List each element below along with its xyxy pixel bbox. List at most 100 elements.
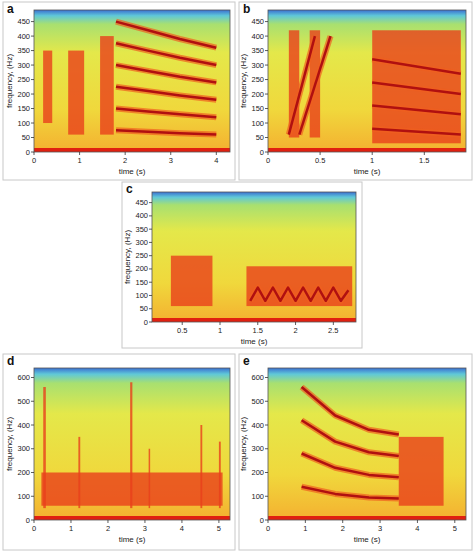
y-tick: [31, 152, 34, 153]
contour-halo: [250, 288, 348, 301]
contour-halo: [116, 22, 216, 48]
x-tick: [380, 520, 381, 523]
y-axis-label: frequency, (Hz): [239, 417, 248, 471]
x-tick-label: 3: [169, 156, 173, 165]
y-tick: [31, 50, 34, 51]
y-tick-label: 100: [251, 492, 264, 501]
x-tick: [107, 520, 108, 523]
y-tick: [265, 21, 268, 22]
y-tick: [265, 108, 268, 109]
y-tick: [31, 472, 34, 473]
x-tick-label: 1: [69, 524, 73, 533]
tonal-contour: [116, 87, 216, 100]
x-tick: [70, 520, 71, 523]
x-axis-label: time (s): [241, 337, 268, 346]
energy-region: [68, 51, 84, 135]
tonal-contour: [116, 22, 216, 48]
x-tick-label: 1: [303, 524, 307, 533]
panel-label: e: [243, 354, 250, 368]
x-tick-label: 5: [453, 524, 457, 533]
x-tick-label: 4: [415, 524, 419, 533]
y-tick-label: 200: [251, 468, 264, 477]
panel: 0100200300400500600012345time (s)frequen…: [3, 354, 235, 550]
y-tick: [265, 79, 268, 80]
y-tick: [149, 322, 152, 323]
energy-region: [130, 382, 132, 508]
y-tick: [265, 377, 268, 378]
tonal-contour: [372, 129, 461, 135]
panel-frame: [3, 2, 235, 180]
energy-region: [246, 266, 352, 306]
marks: [289, 30, 461, 143]
energy-region: [149, 449, 151, 508]
panel-frame: [239, 2, 472, 180]
x-tick-label: 4: [180, 524, 184, 533]
contour-halo: [372, 82, 461, 94]
tonal-contour: [372, 59, 461, 74]
y-tick: [31, 448, 34, 449]
plot-frame: [268, 10, 466, 152]
y-tick-label: 150: [17, 104, 30, 113]
y-tick: [31, 79, 34, 80]
x-tick: [454, 520, 455, 523]
x-tick: [372, 152, 373, 155]
y-axis-label: frequency, (Hz): [239, 54, 248, 108]
x-tick: [268, 520, 269, 523]
y-tick-label: 350: [251, 46, 264, 55]
x-tick-label: 3: [143, 524, 147, 533]
y-tick: [265, 496, 268, 497]
y-tick: [265, 152, 268, 153]
y-tick: [149, 268, 152, 269]
y-tick: [31, 123, 34, 124]
plot-frame: [152, 192, 356, 322]
y-tick-label: 500: [17, 397, 30, 406]
y-tick-label: 300: [17, 61, 30, 70]
panel: 0100200300400500600012345time (s)frequen…: [239, 354, 472, 550]
y-tick-label: 200: [17, 468, 30, 477]
x-tick-label: 0: [32, 156, 36, 165]
y-tick-label: 50: [22, 133, 30, 142]
y-tick-label: 250: [135, 251, 148, 260]
contour-halo: [372, 59, 461, 74]
tonal-contour: [302, 487, 399, 499]
x-tick: [295, 322, 296, 325]
figure: 05010015020025030035040045001234time (s)…: [0, 0, 474, 553]
x-tick-label: 4: [214, 156, 218, 165]
x-tick-label: 1: [370, 156, 374, 165]
y-tick-label: 400: [135, 211, 148, 220]
marks: [171, 256, 352, 306]
energy-region: [43, 387, 46, 508]
plot-frame: [34, 10, 230, 152]
marks: [41, 382, 222, 508]
y-tick: [31, 65, 34, 66]
y-tick-label: 250: [17, 75, 30, 84]
plot-background: [268, 368, 466, 520]
panel: 05010015020025030035040045000.511.5time …: [239, 2, 472, 180]
y-tick: [265, 472, 268, 473]
x-tick-label: 0: [32, 524, 36, 533]
y-tick: [31, 94, 34, 95]
x-tick-label: 0.5: [315, 156, 325, 165]
panel: 05010015020025030035040045001234time (s)…: [3, 2, 235, 180]
y-tick-label: 300: [17, 444, 30, 453]
y-tick-label: 0: [144, 318, 148, 327]
baseline-band: [152, 318, 356, 322]
tonal-contour: [302, 387, 399, 435]
y-tick: [265, 448, 268, 449]
panel-label: b: [243, 2, 250, 16]
y-tick: [149, 242, 152, 243]
y-tick-label: 50: [140, 304, 148, 313]
y-tick-label: 600: [251, 373, 264, 382]
x-tick: [342, 520, 343, 523]
y-tick-label: 350: [17, 46, 30, 55]
contour-halo: [302, 487, 399, 499]
x-tick-label: 2: [293, 326, 297, 335]
y-tick: [31, 377, 34, 378]
y-axis-label: frequency, (Hz): [5, 417, 14, 471]
y-tick: [265, 36, 268, 37]
baseline-band: [268, 516, 466, 520]
y-tick: [265, 65, 268, 66]
y-tick-label: 450: [135, 198, 148, 207]
tonal-contour: [116, 109, 216, 118]
x-axis-label: time (s): [354, 167, 381, 176]
